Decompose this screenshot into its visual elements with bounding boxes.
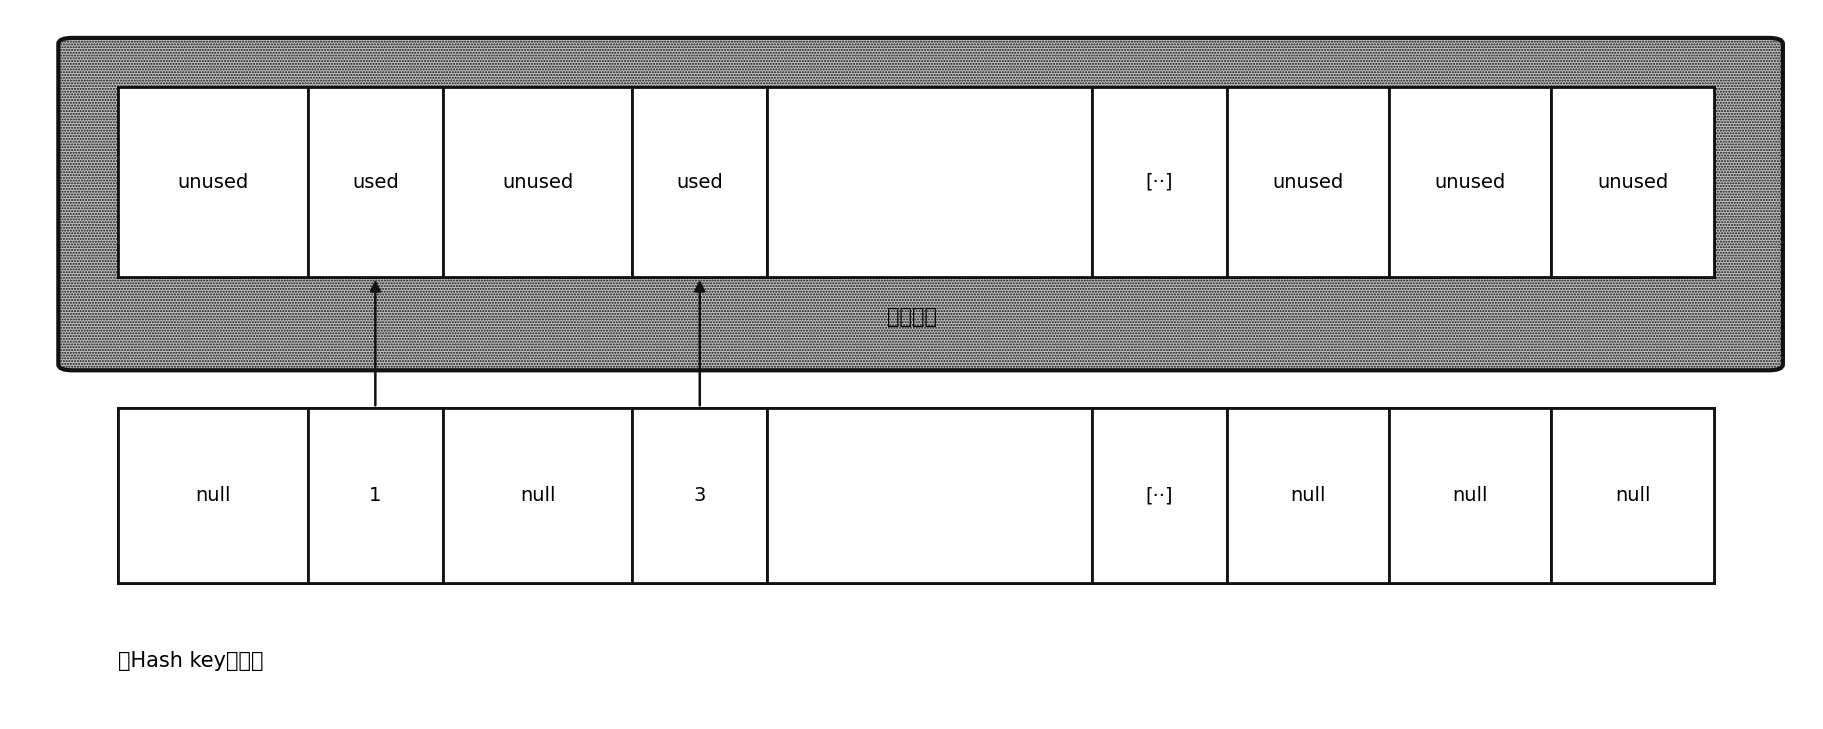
Text: null: null <box>520 486 556 505</box>
Bar <box>118 87 308 277</box>
Bar <box>1092 408 1227 583</box>
Text: null: null <box>1291 486 1325 505</box>
Text: null: null <box>1453 486 1488 505</box>
Bar <box>118 408 1714 583</box>
Text: unused: unused <box>1597 173 1668 192</box>
Text: unused: unused <box>1272 173 1344 192</box>
Bar <box>633 408 767 583</box>
Text: unused: unused <box>177 173 248 192</box>
Text: 以Hash key为索引: 以Hash key为索引 <box>118 651 264 671</box>
Text: unused: unused <box>501 173 572 192</box>
FancyBboxPatch shape <box>58 38 1783 370</box>
Bar <box>1227 408 1389 583</box>
Bar <box>767 408 1092 583</box>
Bar <box>1551 87 1714 277</box>
Text: null: null <box>195 486 232 505</box>
Text: null: null <box>1615 486 1650 505</box>
Bar <box>443 408 633 583</box>
Text: used: used <box>676 173 724 192</box>
Text: 3: 3 <box>693 486 706 505</box>
Bar <box>1389 87 1551 277</box>
Text: [··]: [··] <box>1145 486 1174 505</box>
Bar <box>1092 87 1227 277</box>
Bar <box>633 87 767 277</box>
Text: 表资源池: 表资源池 <box>886 307 937 327</box>
Bar <box>118 87 1714 277</box>
Bar <box>118 408 308 583</box>
Bar <box>1389 408 1551 583</box>
Bar <box>767 87 1092 277</box>
Bar <box>308 87 443 277</box>
Text: unused: unused <box>1435 173 1506 192</box>
Text: used: used <box>352 173 399 192</box>
Bar <box>443 87 633 277</box>
Text: [··]: [··] <box>1145 173 1174 192</box>
Bar <box>1551 408 1714 583</box>
Bar <box>308 408 443 583</box>
Text: 1: 1 <box>368 486 381 505</box>
Bar <box>1227 87 1389 277</box>
